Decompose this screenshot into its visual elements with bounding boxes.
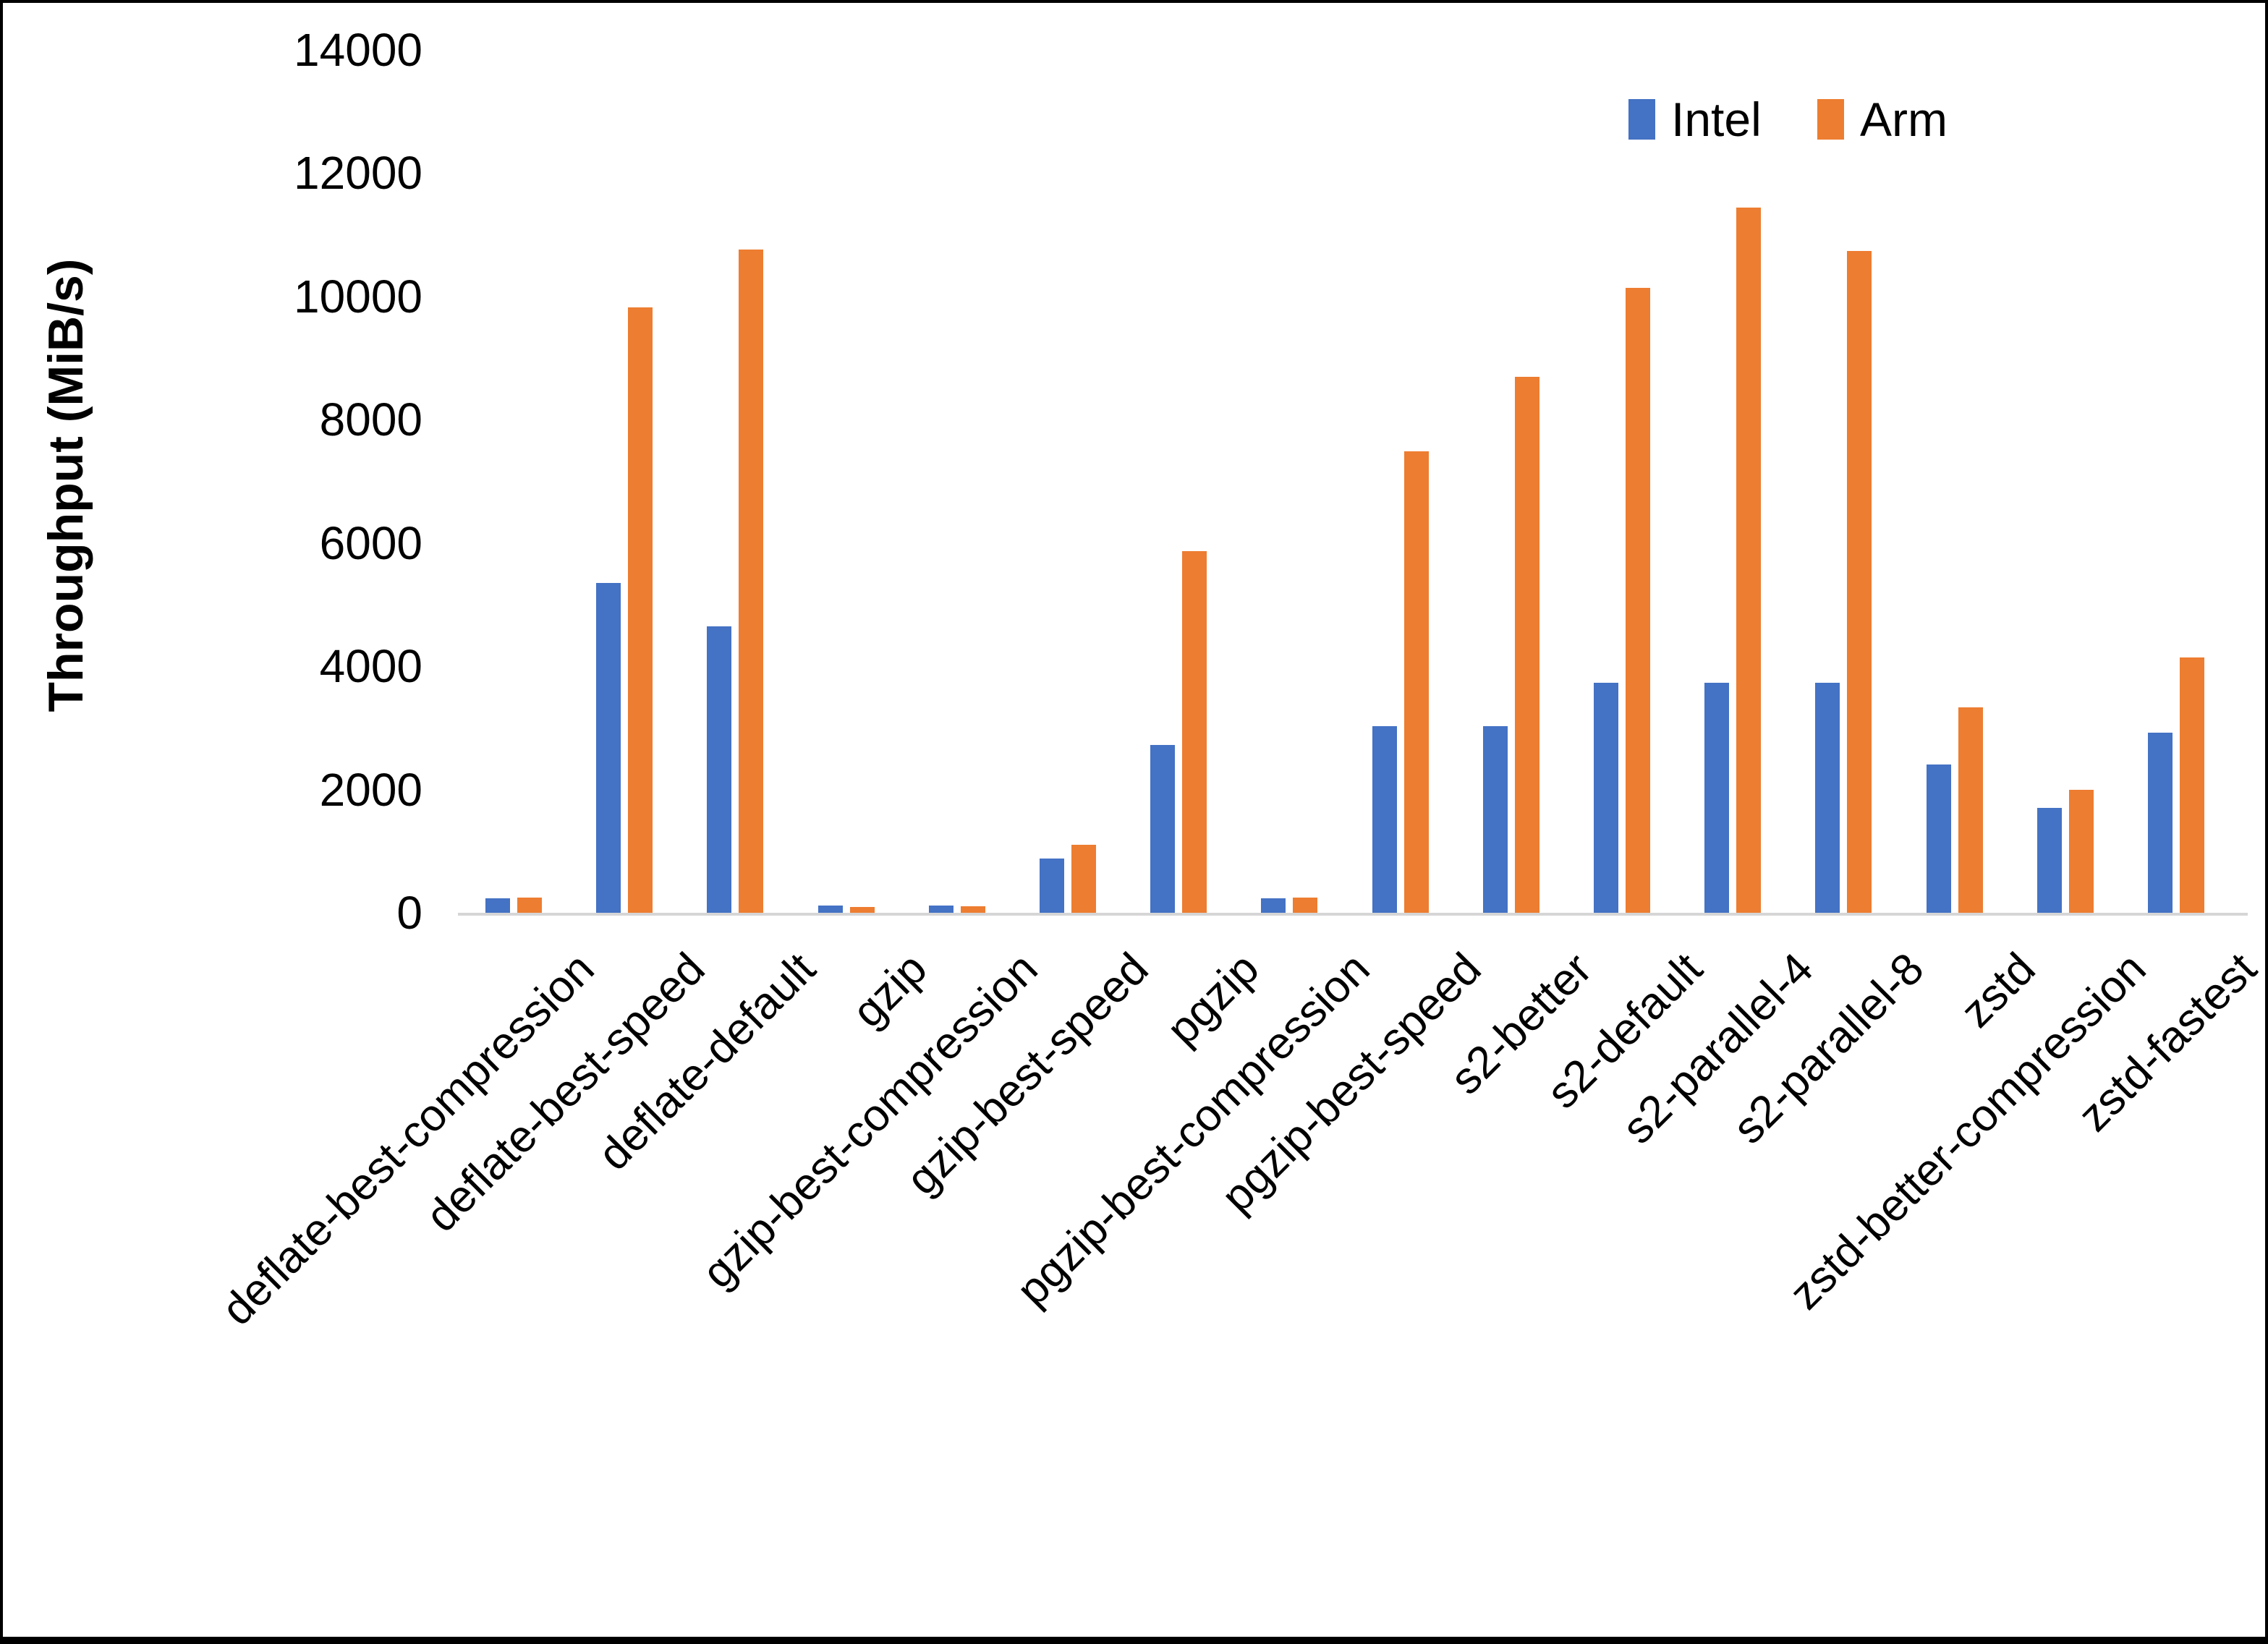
bar-arm-gzip [849, 907, 875, 913]
bar-intel-pgzip-best-compression [1261, 898, 1286, 913]
y-tick-label-10000: 10000 [294, 270, 422, 323]
bar-arm-deflate-default [739, 249, 764, 913]
bar-intel-deflate-best-compression [485, 898, 510, 913]
bar-arm-s2-parallel-8 [1847, 251, 1872, 913]
y-tick-label-2000: 2000 [319, 763, 422, 816]
bar-intel-zstd-better-compression [2036, 808, 2062, 913]
y-tick-label-6000: 6000 [319, 516, 422, 569]
bar-arm-zstd-fastest [2180, 657, 2204, 913]
bar-intel-gzip [817, 905, 843, 913]
bar-intel-s2-default [1594, 682, 1618, 913]
bar-arm-deflate-best-compression [517, 898, 542, 913]
bar-arm-pgzip [1182, 551, 1207, 913]
bar-arm-pgzip-best-compression [1293, 897, 1318, 913]
bar-intel-pgzip-best-speed [1372, 725, 1397, 913]
bar-intel-s2-better [1482, 725, 1508, 913]
bar-arm-s2-parallel-4 [1736, 207, 1762, 913]
legend-swatch-arm [1817, 99, 1844, 140]
bar-intel-gzip-best-speed [1040, 858, 1064, 913]
y-tick-label-0: 0 [396, 887, 422, 939]
bar-arm-deflate-best-speed [628, 307, 653, 913]
bar-intel-deflate-best-speed [596, 583, 621, 913]
bar-arm-zstd-better-compression [2068, 789, 2094, 913]
bar-arm-gzip-best-compression [960, 906, 985, 913]
legend-item-intel: Intel [1628, 93, 1762, 146]
legend-swatch-intel [1628, 99, 1655, 140]
bar-intel-deflate-default [707, 626, 732, 913]
y-tick-label-4000: 4000 [319, 640, 422, 692]
y-tick-label-14000: 14000 [294, 23, 422, 76]
bar-intel-zstd [1926, 764, 1951, 913]
bar-arm-zstd [1958, 707, 1983, 913]
bar-intel-zstd-fastest [2148, 733, 2173, 913]
bar-intel-pgzip [1150, 744, 1176, 913]
legend-item-arm: Arm [1817, 93, 1948, 146]
legend-label-arm: Arm [1860, 93, 1948, 146]
y-tick-label-8000: 8000 [319, 393, 422, 446]
x-axis-line [458, 913, 2248, 916]
legend-label-intel: Intel [1671, 93, 1762, 146]
y-tick-label-12000: 12000 [294, 147, 422, 199]
bar-arm-pgzip-best-speed [1403, 451, 1429, 913]
bar-intel-s2-parallel-4 [1704, 682, 1730, 913]
bar-arm-s2-better [1514, 377, 1539, 913]
y-axis-title: Throughput (MiB/s) [38, 258, 93, 712]
bar-intel-s2-parallel-8 [1815, 682, 1840, 913]
bar-intel-gzip-best-compression [928, 906, 954, 913]
bar-arm-gzip-best-speed [1071, 844, 1096, 913]
bar-arm-s2-default [1626, 288, 1650, 913]
